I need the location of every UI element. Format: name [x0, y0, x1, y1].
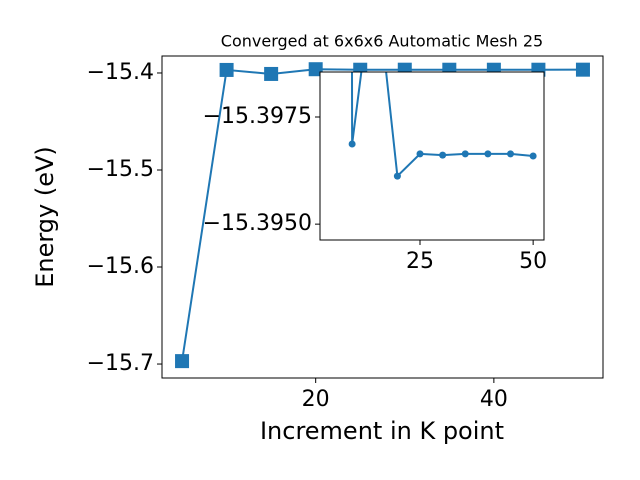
x-tick-label: 20 — [302, 387, 330, 412]
chart-title: Converged at 6x6x6 Automatic Mesh 25 — [221, 32, 543, 51]
marker — [264, 66, 279, 81]
marker — [416, 150, 424, 158]
line — [181, 68, 583, 362]
y-tick-label: −15.6 — [87, 254, 154, 279]
y-axis-label: Energy (eV) — [31, 146, 59, 288]
marker — [529, 152, 537, 160]
marker — [484, 150, 492, 158]
y-tick-label: −15.3950 — [203, 211, 312, 236]
axes: 25 50 −15.3975 −15.3950 — [203, 71, 547, 274]
x-tick-label: 25 — [406, 249, 434, 274]
axes-frame — [161, 55, 604, 379]
y-tick-label: −15.7 — [87, 351, 154, 376]
x-axis-label: Increment in K point — [260, 417, 504, 445]
marker — [308, 62, 323, 77]
marker — [461, 150, 469, 158]
marker — [175, 354, 190, 369]
y-tick-label: −15.3975 — [203, 104, 312, 129]
x-tick-label: 40 — [480, 387, 508, 412]
marker — [219, 62, 234, 77]
marker — [348, 140, 356, 148]
y-tick-label: −15.5 — [87, 157, 154, 182]
marker — [393, 172, 401, 180]
axes-frame — [319, 71, 545, 241]
marker — [439, 151, 447, 159]
plot — [348, 72, 537, 180]
marker — [575, 62, 590, 77]
y-tick-label: −15.4 — [87, 60, 154, 85]
line — [351, 72, 534, 179]
x-tick-label: 50 — [519, 249, 547, 274]
marker — [507, 150, 515, 158]
